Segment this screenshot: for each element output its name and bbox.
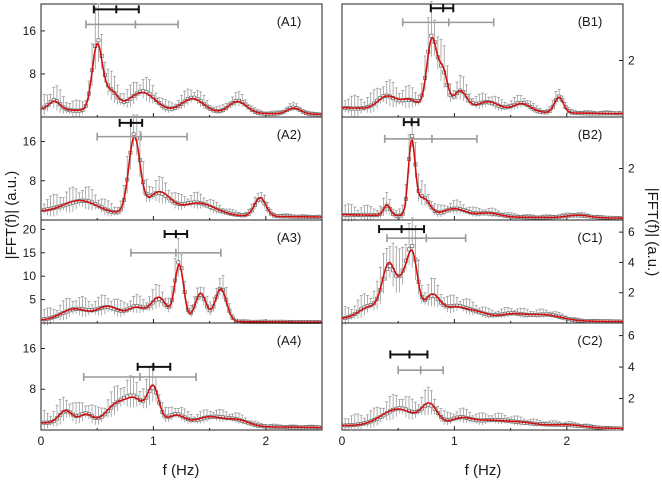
fit-curve xyxy=(40,262,322,323)
x-tick-label: 2 xyxy=(563,434,570,448)
panel-c2: 2 4 6 0 1 2 (C2) xyxy=(339,322,635,448)
panel-label: (B1) xyxy=(578,14,603,29)
y-tick-label: 20 xyxy=(23,222,37,236)
data-point xyxy=(410,244,415,249)
panel-a3: 5 10 15 20 (A3) xyxy=(23,219,323,326)
y-tick-label: 2 xyxy=(628,54,635,68)
y-tick-label: 8 xyxy=(29,67,36,81)
black-range-bar xyxy=(136,362,172,371)
fit-curve xyxy=(341,402,623,430)
fit-curve xyxy=(342,137,623,219)
x-tick-label: 0 xyxy=(38,434,45,448)
x-axis-label-left: f (Hz) xyxy=(163,462,200,479)
right-y-axis-label: |FFT(f)| (a.u.) xyxy=(644,188,661,277)
y-tick-label: 10 xyxy=(23,269,37,283)
gray-range-bar xyxy=(397,366,444,375)
fit-curve xyxy=(341,249,623,323)
x-tick-label: 1 xyxy=(150,434,157,448)
left-y-axis-label: |FFT(f)| (a.u.) xyxy=(3,171,20,260)
gray-range-bar xyxy=(386,234,467,243)
black-range-bar xyxy=(92,5,140,14)
panel-frame xyxy=(341,322,624,431)
black-range-bar xyxy=(389,350,429,359)
gray-range-bar xyxy=(82,373,197,382)
y-tick-label: 8 xyxy=(29,382,36,396)
panel-label: (A1) xyxy=(277,14,302,29)
panel-c1: 2 4 6 (C1) xyxy=(341,217,635,325)
panel-b2: 2 (B2) xyxy=(341,116,635,222)
panel-label: (C1) xyxy=(577,230,602,245)
fit-curve xyxy=(41,384,322,429)
gray-range-bar xyxy=(130,248,222,257)
fit-curve xyxy=(40,42,322,116)
y-tick-label: 15 xyxy=(23,246,37,260)
gray-range-bar xyxy=(85,20,179,29)
black-range-bar xyxy=(378,225,426,234)
y-tick-label: 5 xyxy=(29,293,36,307)
data-point xyxy=(131,132,136,137)
panel-a4: 8 16 0 1 2 (A4) xyxy=(23,322,323,448)
y-tick-label: 16 xyxy=(23,24,37,38)
y-tick-label: 4 xyxy=(628,360,635,374)
y-tick-label: 2 xyxy=(628,392,635,406)
data-point xyxy=(96,38,101,43)
black-range-bar xyxy=(402,118,420,127)
fit-curve xyxy=(341,36,623,115)
black-range-bar xyxy=(163,230,189,239)
y-tick-label: 6 xyxy=(628,329,635,343)
black-range-bar xyxy=(118,118,144,127)
gray-range-bar xyxy=(401,18,495,27)
gray-range-bar xyxy=(383,134,478,143)
x-tick-label: 0 xyxy=(339,434,346,448)
y-tick-label: 16 xyxy=(23,341,37,355)
y-tick-label: 8 xyxy=(29,174,36,188)
data-point xyxy=(176,260,181,265)
panel-label: (A3) xyxy=(277,230,302,245)
panel-label: (A2) xyxy=(277,127,302,142)
panel-label: (B2) xyxy=(578,127,603,142)
y-tick-label: 2 xyxy=(628,162,635,176)
y-tick-label: 6 xyxy=(628,225,635,239)
data-point xyxy=(410,134,415,139)
x-tick-label: 2 xyxy=(262,434,269,448)
y-tick-label: 16 xyxy=(23,135,37,149)
gray-range-bar xyxy=(96,132,188,141)
panel-a2: 8 16 (A2) xyxy=(23,114,323,221)
x-tick-label: 1 xyxy=(451,434,458,448)
panel-label: (A4) xyxy=(277,333,302,348)
panel-a1: 8 16 (A1) xyxy=(23,3,323,118)
fit-curve xyxy=(40,134,322,218)
y-tick-label: 4 xyxy=(628,255,635,269)
y-tick-label: 2 xyxy=(628,286,635,300)
data-point xyxy=(429,33,434,38)
x-axis-label-right: f (Hz) xyxy=(465,462,502,479)
panel-b1: 2 (B1) xyxy=(341,1,635,118)
panel-frame xyxy=(40,322,323,431)
black-range-bar xyxy=(429,4,455,13)
panel-label: (C2) xyxy=(577,333,602,348)
